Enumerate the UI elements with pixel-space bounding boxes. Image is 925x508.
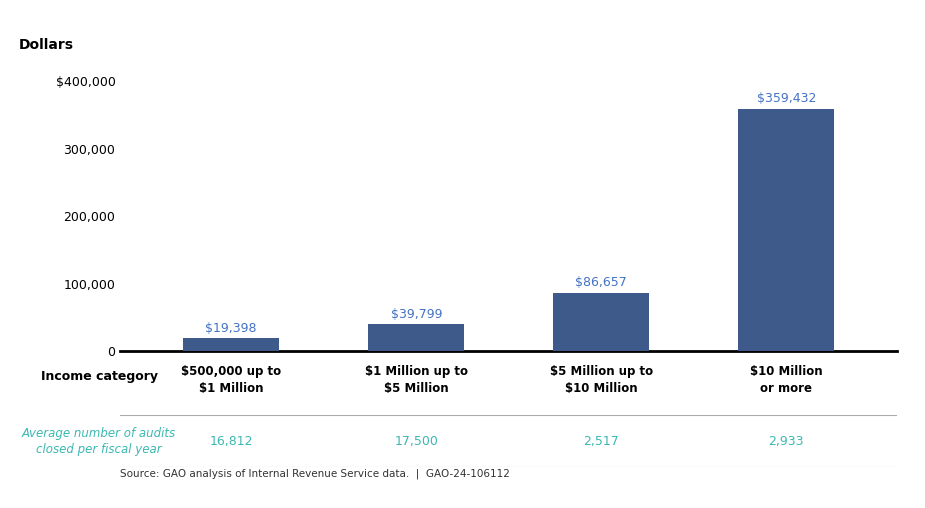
Text: $1 Million up to
$5 Million: $1 Million up to $5 Million [364, 365, 468, 395]
Text: 2,933: 2,933 [769, 435, 804, 448]
Text: $500,000 up to
$1 Million: $500,000 up to $1 Million [181, 365, 281, 395]
Text: 2,517: 2,517 [584, 435, 619, 448]
Bar [368, 325, 464, 351]
Text: $86,657: $86,657 [575, 276, 627, 290]
Text: Source: GAO analysis of Internal Revenue Service data.  |  GAO-24-106112: Source: GAO analysis of Internal Revenue… [120, 468, 510, 479]
Text: Average number of audits
closed per fiscal year: Average number of audits closed per fisc… [22, 427, 177, 456]
Text: 16,812: 16,812 [209, 435, 253, 448]
Text: $19,398: $19,398 [205, 322, 257, 335]
Text: Income category: Income category [41, 370, 157, 384]
Text: $39,799: $39,799 [390, 308, 442, 321]
Text: $5 Million up to
$10 Million: $5 Million up to $10 Million [549, 365, 653, 395]
Bar [738, 109, 834, 351]
Text: Dollars: Dollars [19, 38, 74, 52]
Text: 17,500: 17,500 [394, 435, 438, 448]
Text: $10 Million
or more: $10 Million or more [750, 365, 822, 395]
Text: $359,432: $359,432 [757, 92, 816, 105]
Bar [183, 338, 279, 351]
Bar [553, 293, 649, 351]
